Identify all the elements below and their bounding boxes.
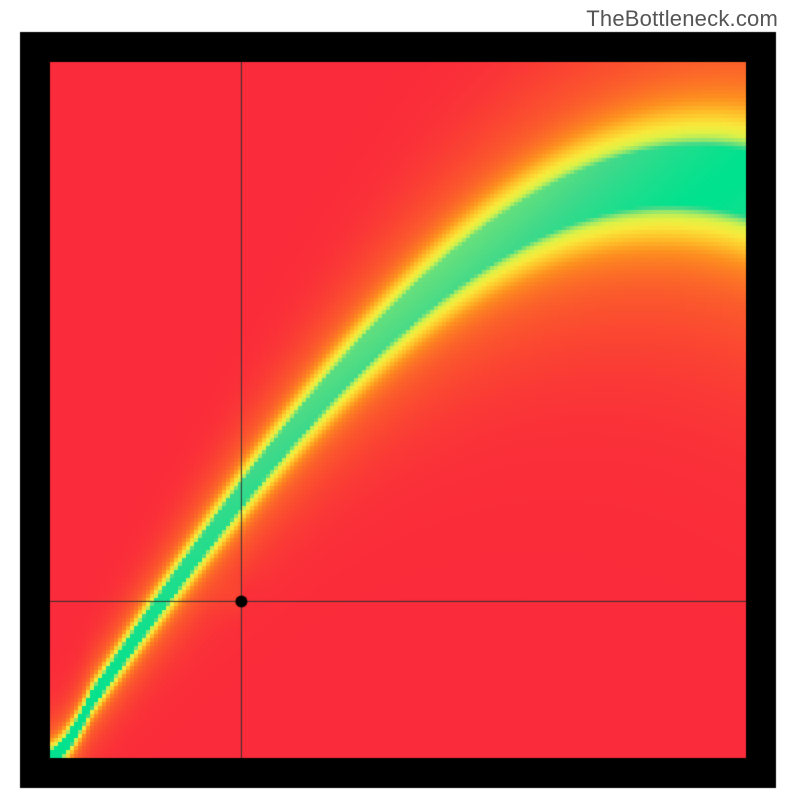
bottleneck-heatmap: [0, 0, 800, 800]
watermark: TheBottleneck.com: [586, 6, 778, 32]
